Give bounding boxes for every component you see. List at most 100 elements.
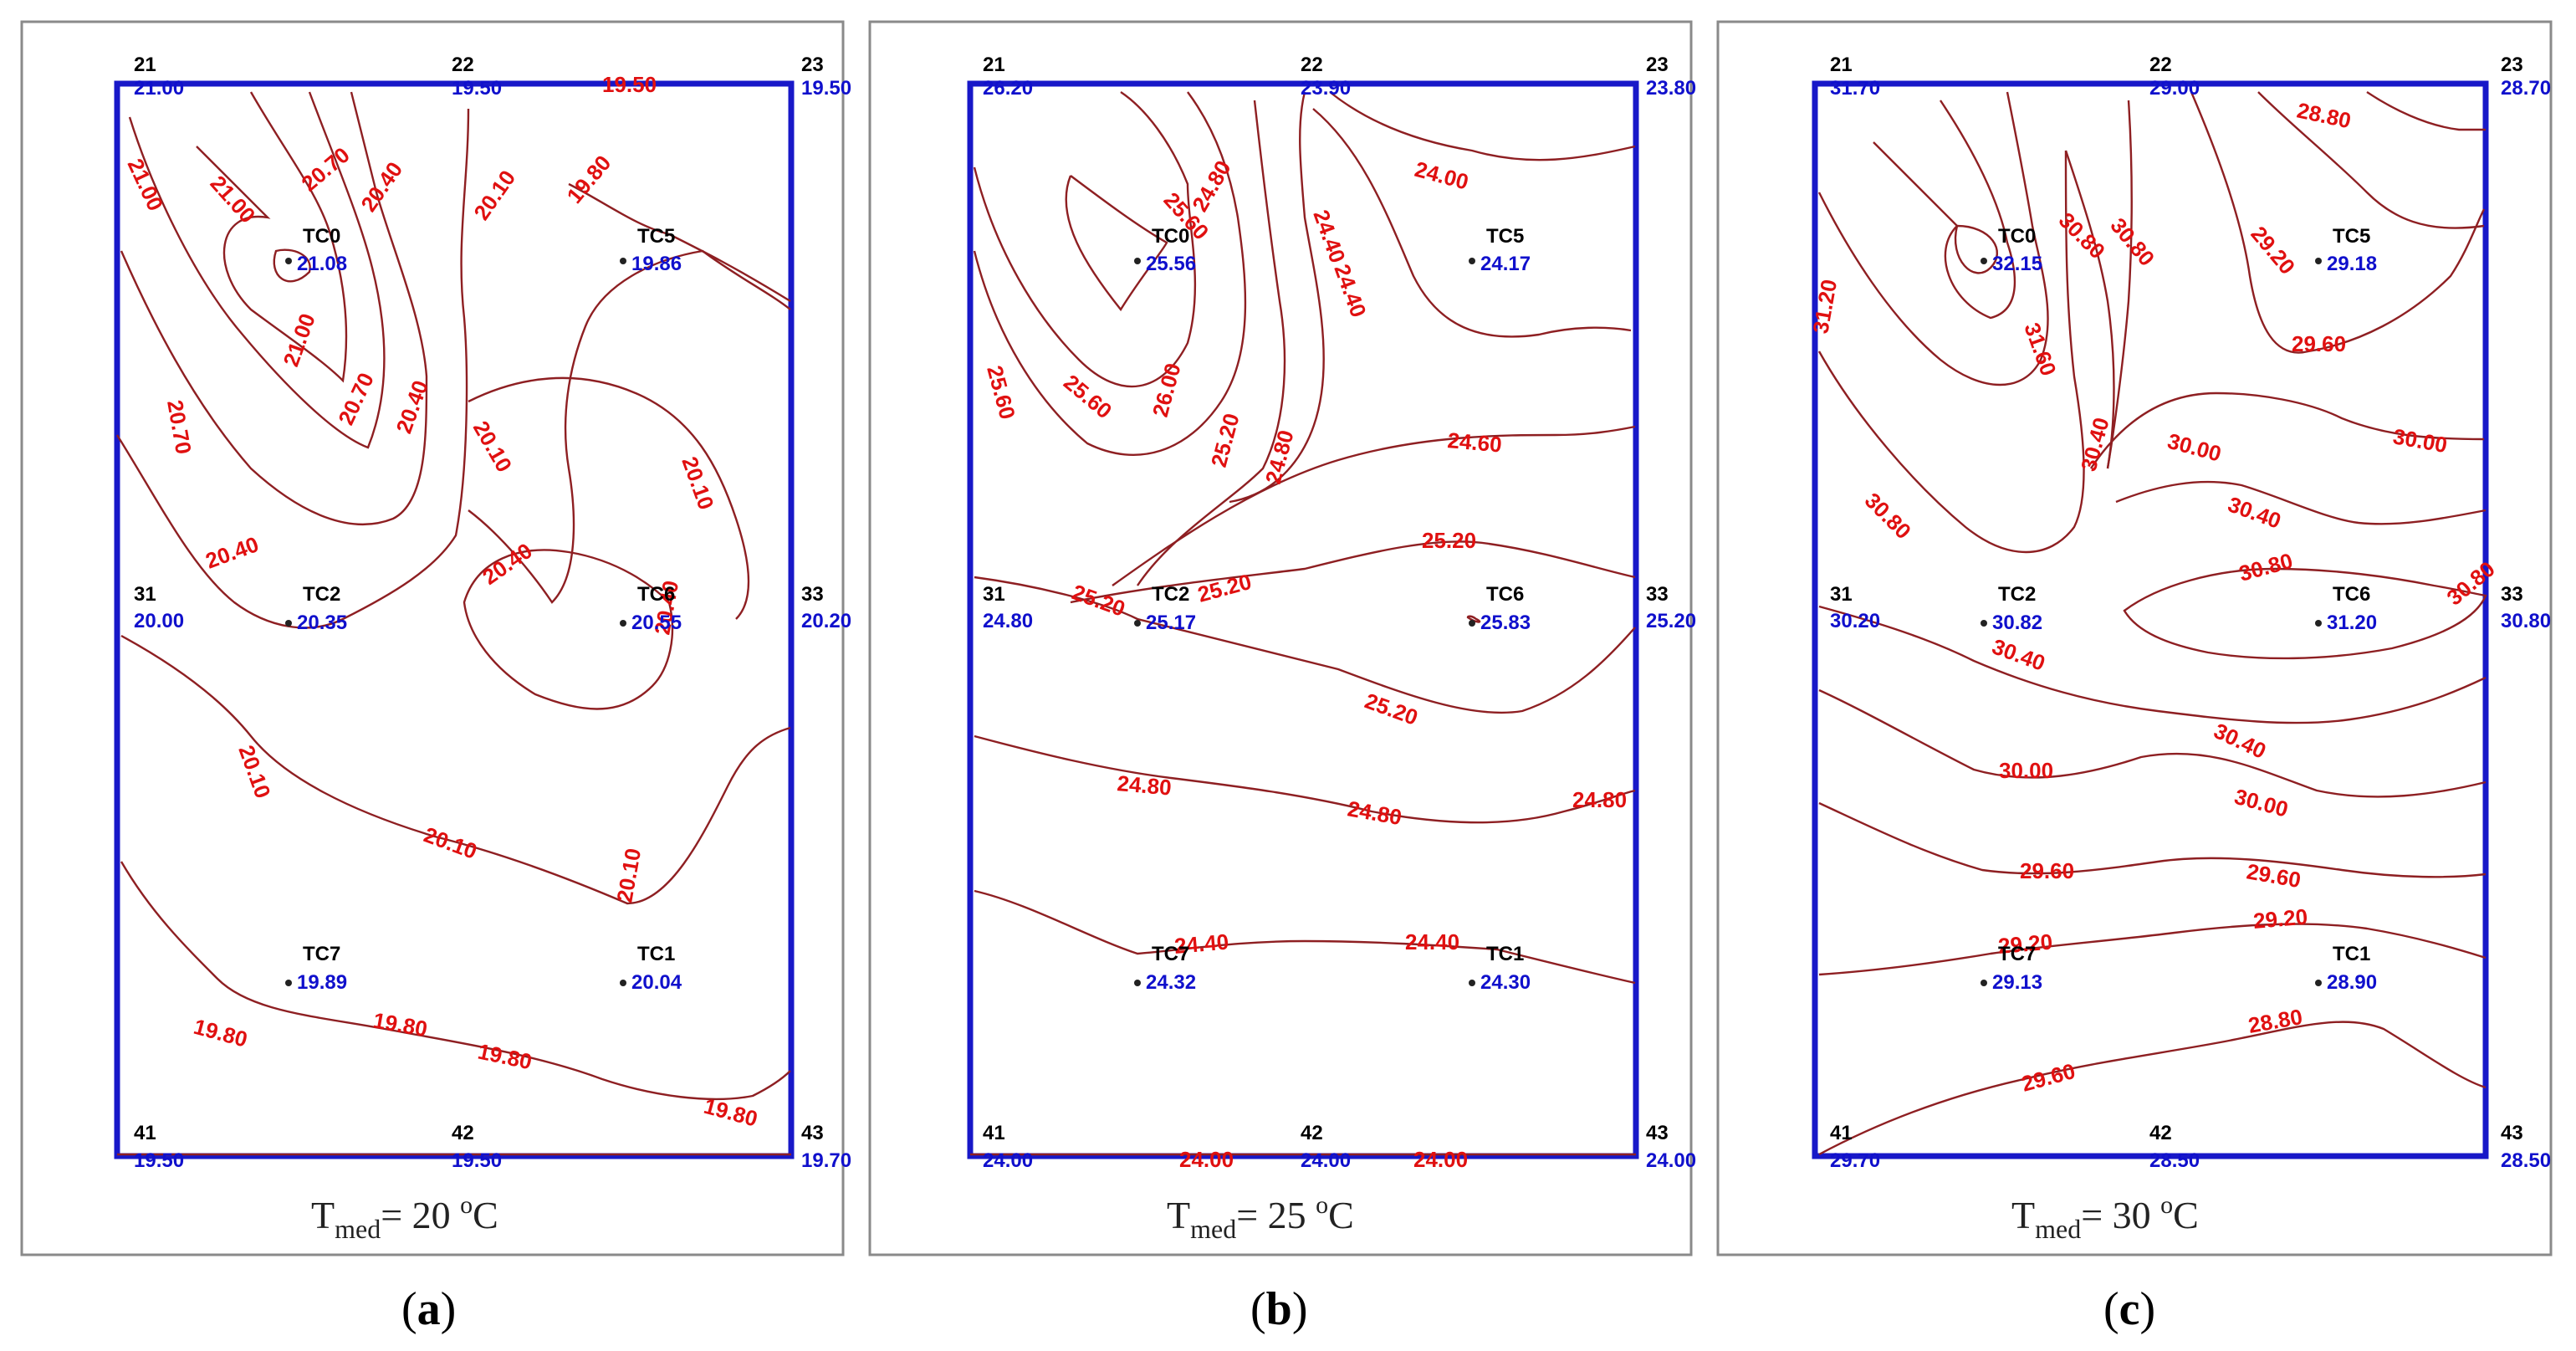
panel-b-frame bbox=[868, 20, 1693, 1256]
sensor-31: 31 20.00 bbox=[134, 583, 184, 632]
svg-text:19.89: 19.89 bbox=[297, 971, 347, 994]
svg-text:24.00: 24.00 bbox=[1646, 1149, 1696, 1172]
svg-text:25.20: 25.20 bbox=[1646, 610, 1696, 632]
panel-c-isotherms bbox=[1817, 91, 2487, 1156]
svg-text:TC2: TC2 bbox=[1998, 583, 2036, 606]
thermocouple-tc1: TC1 28.90 bbox=[2315, 943, 2377, 994]
svg-text:42: 42 bbox=[452, 1122, 474, 1144]
panel-a-caption: Tmed= 20 oC bbox=[311, 1191, 498, 1244]
isotherm-line bbox=[1818, 923, 2487, 976]
contour-label: 30.00 bbox=[1999, 758, 2053, 783]
isotherm-line bbox=[1818, 1021, 2487, 1156]
thermocouple-tc5: TC5 19.86 bbox=[620, 225, 682, 275]
isotherm-line bbox=[128, 91, 386, 449]
thermocouple-tc6: TC6 25.83 bbox=[1469, 583, 1531, 634]
sensor-33: 33 20.20 bbox=[801, 583, 851, 632]
svg-text:21: 21 bbox=[134, 54, 156, 76]
svg-text:31: 31 bbox=[1830, 583, 1853, 606]
isotherm-line bbox=[973, 91, 1197, 388]
svg-text:20.00: 20.00 bbox=[134, 610, 184, 632]
svg-text:TC7: TC7 bbox=[303, 943, 340, 965]
contour-label: 24.00 bbox=[1179, 1147, 1234, 1172]
svg-text:20.35: 20.35 bbox=[297, 612, 347, 634]
contour-label: 19.50 bbox=[602, 72, 657, 97]
svg-text:21.08: 21.08 bbox=[297, 253, 347, 275]
panel-c-caption: Tmed= 30 oC bbox=[2011, 1191, 2199, 1244]
sensor-43: 43 28.50 bbox=[2501, 1122, 2551, 1172]
svg-text:29.00: 29.00 bbox=[2149, 77, 2200, 100]
isotherm-line bbox=[273, 248, 311, 283]
svg-text:TC5: TC5 bbox=[637, 225, 675, 248]
svg-text:19.50: 19.50 bbox=[134, 1149, 184, 1172]
svg-text:24.32: 24.32 bbox=[1146, 971, 1196, 994]
isotherm-line bbox=[1818, 688, 2487, 798]
svg-text:32.15: 32.15 bbox=[1992, 253, 2042, 275]
panel-a-isotherms bbox=[115, 91, 791, 1156]
panel-a-frame bbox=[20, 20, 845, 1256]
svg-text:24.00: 24.00 bbox=[983, 1149, 1033, 1172]
contour-label: 25.20 bbox=[1422, 528, 1476, 553]
svg-text:30.20: 30.20 bbox=[1830, 610, 1880, 632]
svg-text:41: 41 bbox=[1830, 1122, 1853, 1144]
thermocouple-tc1: TC1 20.04 bbox=[620, 943, 682, 994]
contour-label: 29.60 bbox=[2292, 331, 2346, 356]
svg-text:20.04: 20.04 bbox=[631, 971, 682, 994]
thermocouple-tc5: TC5 29.18 bbox=[2315, 225, 2377, 275]
isotherm-line bbox=[568, 182, 791, 303]
thermocouple-tc7: TC7 29.13 bbox=[1981, 943, 2042, 994]
isotherm-line bbox=[1466, 615, 1481, 623]
svg-text:28.50: 28.50 bbox=[2149, 1149, 2200, 1172]
panel-c-label: (c) bbox=[2103, 1283, 2155, 1335]
svg-text:TC0: TC0 bbox=[1998, 225, 2036, 248]
isotherm-line bbox=[1229, 91, 1325, 504]
isotherm-line bbox=[1818, 605, 2487, 724]
svg-text:21.00: 21.00 bbox=[134, 77, 184, 100]
isotherm-line bbox=[1329, 91, 1636, 161]
sensor-43: 43 19.70 bbox=[801, 1122, 851, 1172]
panel-b-label: (b) bbox=[1250, 1283, 1307, 1335]
svg-text:TC6: TC6 bbox=[637, 583, 675, 606]
isotherm-line bbox=[1065, 175, 1168, 312]
sensor-42: 42 24.00 bbox=[1301, 1122, 1351, 1172]
panel-a: 19.50 21.00 21.00 20.70 20.40 20.10 19.8… bbox=[20, 20, 851, 1335]
svg-text:TC5: TC5 bbox=[2333, 225, 2370, 248]
contour-label: 29.60 bbox=[2020, 858, 2074, 883]
isotherm-line bbox=[463, 549, 674, 710]
isotherm-line bbox=[2115, 480, 2487, 525]
sensor-41: 41 24.00 bbox=[983, 1122, 1033, 1172]
contour-label: 24.80 bbox=[1116, 770, 1172, 801]
isotherm-line bbox=[2366, 91, 2486, 131]
sensor-31: 31 24.80 bbox=[983, 583, 1033, 632]
panel-a-label: (a) bbox=[401, 1283, 456, 1335]
svg-text:28.90: 28.90 bbox=[2327, 971, 2377, 994]
svg-text:25.56: 25.56 bbox=[1146, 253, 1196, 275]
svg-text:42: 42 bbox=[1301, 1122, 1323, 1144]
thermocouple-tc0: TC0 32.15 bbox=[1981, 225, 2042, 275]
sensor-41: 41 19.50 bbox=[134, 1122, 184, 1172]
panel-a-plate-outline bbox=[114, 80, 795, 1159]
sensor-42: 42 28.50 bbox=[2149, 1122, 2200, 1172]
svg-text:24.80: 24.80 bbox=[983, 610, 1033, 632]
sensor-31: 31 30.20 bbox=[1830, 583, 1880, 632]
contour-label: 24.40 bbox=[1405, 929, 1459, 954]
sensor-33: 33 30.80 bbox=[2501, 583, 2551, 632]
svg-text:23: 23 bbox=[2501, 54, 2523, 76]
svg-text:TC0: TC0 bbox=[303, 225, 340, 248]
svg-text:24.17: 24.17 bbox=[1480, 253, 1531, 275]
isotherm-line bbox=[974, 576, 1636, 714]
svg-text:23: 23 bbox=[1646, 54, 1669, 76]
isotherm-line bbox=[1817, 150, 2085, 554]
svg-text:26.20: 26.20 bbox=[983, 77, 1033, 100]
svg-text:33: 33 bbox=[2501, 583, 2523, 606]
svg-text:TC1: TC1 bbox=[1486, 943, 1524, 965]
thermocouple-tc2: TC2 20.35 bbox=[285, 583, 347, 634]
